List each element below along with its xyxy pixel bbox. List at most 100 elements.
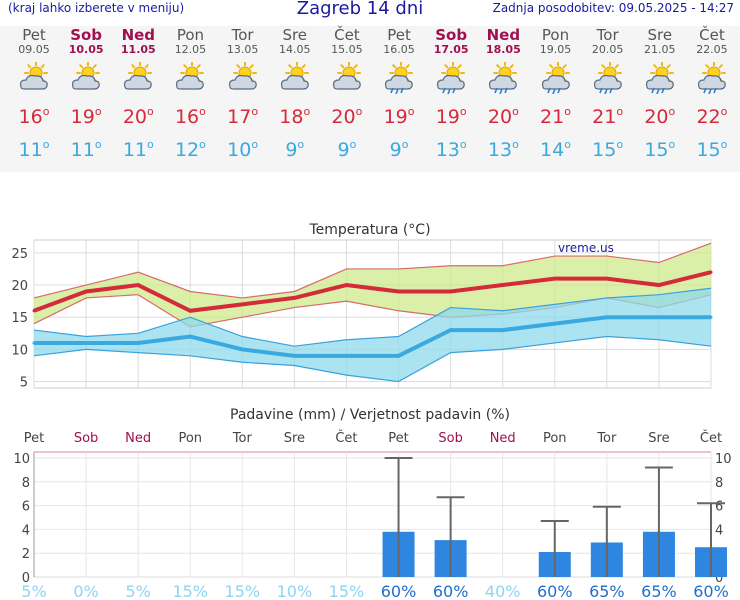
min-temp-value: 15 <box>696 139 721 161</box>
sun-cloud-icon <box>332 62 361 90</box>
y-tick-label: 10 <box>11 343 28 358</box>
precipitation-title: Padavine (mm) / Verjetnost padavin (%) <box>230 407 510 423</box>
min-temp-point <box>449 328 453 332</box>
min-temp: 14o <box>540 138 571 161</box>
day-date: 12.05 <box>174 43 207 56</box>
max-temp-point <box>32 309 36 313</box>
precip-probability: 65% <box>589 582 625 600</box>
day-date: 22.05 <box>696 43 728 56</box>
day-name: Čet <box>334 26 360 44</box>
precip-day-label: Čet <box>335 430 357 446</box>
max-temp-value: 20 <box>122 106 148 128</box>
day-date: 10.05 <box>68 43 104 56</box>
precip-day-label: Čet <box>700 430 722 446</box>
max-temp: 20o <box>644 105 676 128</box>
min-temp-point <box>553 322 557 326</box>
precip-day-label: Ned <box>125 431 151 446</box>
min-temp-point <box>709 315 713 319</box>
day-name: Pet <box>22 26 46 44</box>
max-temp-point <box>605 277 609 281</box>
precip-probability: 65% <box>641 582 677 600</box>
sun-rain-icon <box>697 62 726 94</box>
max-temp-value: 20 <box>487 106 513 128</box>
min-temp-point <box>397 354 401 358</box>
forecast-day: Ned 11.05 20o 11o <box>112 26 164 162</box>
day-date: 19.05 <box>539 43 572 56</box>
min-temp-value: 14 <box>540 139 565 161</box>
sun-cloud-icon <box>72 62 101 90</box>
max-temp-point <box>188 309 192 313</box>
max-temp-point <box>449 289 453 293</box>
forecast-day: Sob 10.05 19o 11o <box>60 26 112 162</box>
sun-rain-icon <box>541 62 570 94</box>
precip-y-tick-left: 10 <box>13 452 30 467</box>
max-temp: 20o <box>487 105 519 128</box>
max-temp: 20o <box>122 105 154 128</box>
max-temp-point <box>553 277 557 281</box>
min-temp-value: 13 <box>487 139 513 161</box>
sun-cloud-icon <box>280 62 309 90</box>
precip-probability: 5% <box>21 582 46 600</box>
min-temp-point <box>32 341 36 345</box>
min-range-band-lower <box>33 335 712 383</box>
max-temp-value: 21 <box>540 106 565 128</box>
precip-probability: 10% <box>277 582 313 600</box>
sun-rain-icon <box>593 62 622 94</box>
y-tick-label: 15 <box>11 311 28 326</box>
min-temp: 9o <box>337 138 357 161</box>
precip-probability: 60% <box>537 582 573 600</box>
min-temp: 9o <box>285 138 305 161</box>
y-tick-label: 5 <box>20 376 28 391</box>
precip-y-tick-left: 8 <box>22 476 30 491</box>
min-temp: 9o <box>389 138 409 161</box>
max-temp-value: 16 <box>18 106 43 128</box>
day-date: 21.05 <box>644 43 676 56</box>
max-temp: 19o <box>70 105 102 128</box>
min-temp-point <box>657 315 661 319</box>
day-date: 18.05 <box>485 43 521 56</box>
day-name: Pon <box>176 26 205 44</box>
day-name: Sob <box>435 26 468 44</box>
min-temp: 12o <box>174 138 206 161</box>
max-temp-value: 20 <box>644 106 669 128</box>
precip-probability: 15% <box>225 582 261 600</box>
sun-rain-icon <box>489 62 518 94</box>
precip-probability: 5% <box>125 582 150 600</box>
day-name: Sre <box>647 26 673 44</box>
min-temp-value: 9 <box>389 139 402 161</box>
min-temp-point <box>501 328 505 332</box>
max-temp-value: 21 <box>592 106 617 128</box>
max-temp: 16o <box>18 105 50 128</box>
forecast-day: Pon 12.05 16o 12o <box>164 26 216 162</box>
precip-y-tick-right: 10 <box>715 452 732 467</box>
precip-y-tick-right: 8 <box>715 476 723 491</box>
precip-y-tick-right: 4 <box>715 523 723 538</box>
max-temp-point <box>84 289 88 293</box>
precip-probability: 60% <box>381 582 417 600</box>
header: (kraj lahko izberete v meniju) Zagreb 14… <box>0 0 740 22</box>
precip-day-label: Pon <box>543 431 567 446</box>
watermark: vreme.us <box>558 241 614 255</box>
precip-day-label: Sob <box>74 431 98 446</box>
day-name: Tor <box>231 26 254 44</box>
min-temp-value: 10 <box>227 139 252 161</box>
min-temp-value: 15 <box>644 139 669 161</box>
min-temp-line <box>34 315 711 358</box>
min-range-band <box>34 288 711 382</box>
day-name: Ned <box>121 26 156 44</box>
max-temp-value: 17 <box>227 106 252 128</box>
max-temp-value: 19 <box>383 106 408 128</box>
max-temp-point <box>397 289 401 293</box>
precip-day-label: Sre <box>284 431 305 446</box>
location-hint: (kraj lahko izberete v meniju) <box>8 1 185 15</box>
precip-day-label: Sre <box>648 431 669 446</box>
forecast-day: Čet 22.05 22o 15o <box>686 26 738 162</box>
min-temp-value: 11 <box>122 139 148 161</box>
forecast-day: Ned 18.05 20o 13o <box>477 26 529 162</box>
precip-day-label: Pon <box>178 431 202 446</box>
sun-rain-icon <box>385 62 414 94</box>
day-name: Pon <box>541 26 570 44</box>
precip-day-label: Sob <box>438 431 462 446</box>
precip-probability: 0% <box>73 582 98 600</box>
precip-probability: 15% <box>329 582 365 600</box>
